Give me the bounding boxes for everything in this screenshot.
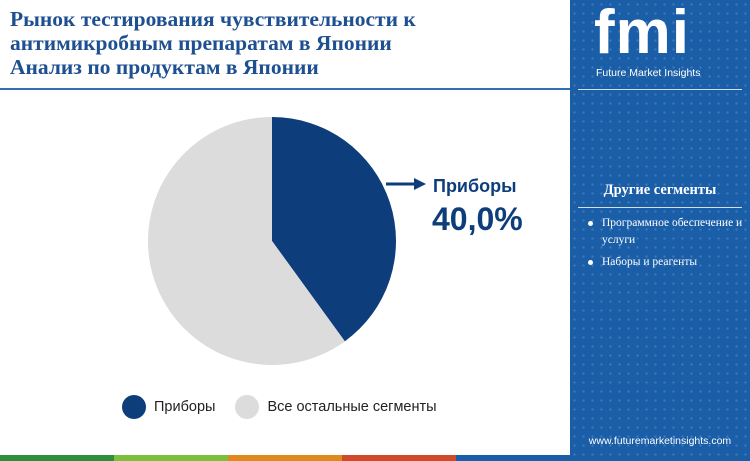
logo-caption: Future Market Insights bbox=[596, 67, 701, 79]
fmi-logo: fmi Future Market Insights bbox=[594, 2, 734, 82]
callout-arrow-head bbox=[414, 178, 426, 190]
pie-slice-instruments bbox=[272, 117, 396, 342]
color-strip-segment bbox=[0, 455, 114, 461]
color-strip-segment bbox=[114, 455, 228, 461]
color-strip-segment bbox=[342, 455, 456, 461]
legend-label-instruments: Приборы bbox=[154, 399, 216, 415]
sidebar-pattern bbox=[570, 0, 750, 461]
sidebar-heading: Другие сегменты bbox=[603, 182, 717, 198]
sidebar: fmi Future Market Insights Другие сегмен… bbox=[570, 0, 750, 461]
title-block: Рынок тестирования чувствительности к ан… bbox=[10, 7, 570, 79]
chart-title-line-2: антимикробным препаратам в Японии bbox=[10, 31, 392, 55]
chart-subtitle: Анализ по продуктам в Японии bbox=[10, 55, 319, 79]
color-strip-segment bbox=[228, 455, 342, 461]
callout-label: Приборы bbox=[433, 176, 516, 196]
legend-item-other-segments: Все остальные сегменты bbox=[235, 395, 437, 419]
logo-text: fmi bbox=[594, 0, 690, 67]
legend: Приборы Все остальные сегменты bbox=[122, 395, 457, 419]
pie-slice-other-segments bbox=[148, 117, 345, 365]
sidebar-segment-item: Наборы и реагенты bbox=[588, 254, 746, 271]
chart-title-line-1: Рынок тестирования чувствительности к bbox=[10, 7, 416, 31]
sidebar-segment-list: Программное обеспечение и услуги Наборы … bbox=[588, 215, 746, 276]
callout-value-label: 40,0% bbox=[432, 201, 523, 237]
sidebar-segment-item: Программное обеспечение и услуги bbox=[588, 215, 746, 249]
legend-swatch-instruments bbox=[122, 395, 146, 419]
sidebar-divider-heading bbox=[578, 207, 742, 208]
title-divider bbox=[0, 88, 570, 90]
website-url[interactable]: www.futuremarketinsights.com bbox=[588, 435, 732, 447]
color-strip bbox=[0, 455, 570, 461]
legend-item-instruments: Приборы bbox=[122, 395, 215, 419]
color-strip-segment bbox=[456, 455, 570, 461]
sidebar-divider-top bbox=[578, 89, 742, 90]
pie-chart: Приборы 40,0% bbox=[148, 117, 523, 365]
legend-label-other-segments: Все остальные сегменты bbox=[267, 399, 437, 415]
legend-swatch-other-segments bbox=[235, 395, 260, 419]
